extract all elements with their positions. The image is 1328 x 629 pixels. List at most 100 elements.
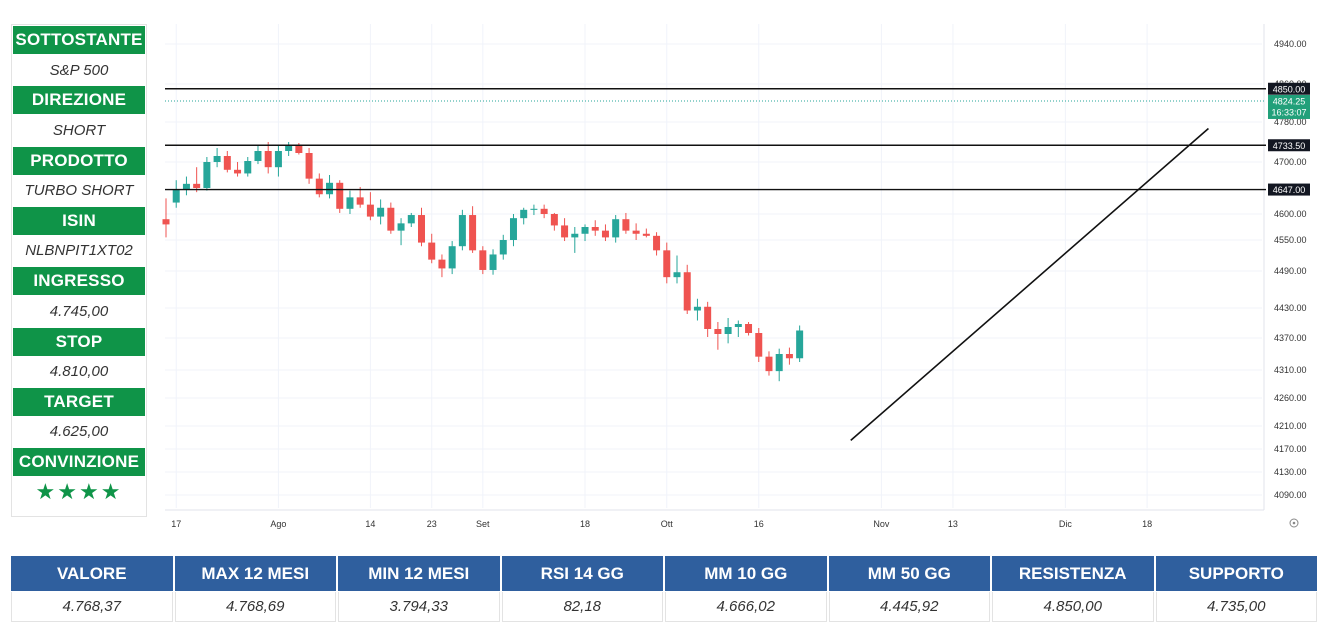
level-label: 4733.50: [1273, 141, 1306, 151]
candle-body: [653, 235, 661, 251]
candle: [601, 224, 609, 242]
x-tick-label: Nov: [873, 519, 890, 529]
stat-header: SUPPORTO: [1155, 556, 1317, 591]
candle-body: [356, 197, 364, 205]
candle-body: [428, 242, 436, 260]
y-tick-label: 4430.00: [1274, 303, 1307, 313]
candle: [673, 255, 681, 284]
candle-body: [745, 324, 753, 333]
candle-body: [203, 162, 211, 188]
candle-body: [234, 169, 242, 174]
stat-value: 4.768,69: [174, 592, 336, 622]
x-tick-label: 18: [580, 519, 590, 529]
candle-body: [254, 151, 262, 161]
candle: [213, 148, 221, 168]
level-label: 4850.00: [1273, 84, 1306, 94]
candle: [182, 176, 190, 196]
stat-column: MM 10 GG 4.666,02: [665, 556, 827, 623]
panel-label-ingresso: INGRESSO: [13, 267, 145, 296]
candle: [755, 328, 763, 362]
candle: [520, 207, 528, 225]
candle-body: [775, 354, 783, 372]
y-tick-label: 4090.00: [1274, 490, 1307, 500]
x-tick-label: Set: [476, 519, 490, 529]
panel-value-target: 4.625,00: [49, 423, 109, 441]
candle-body: [172, 189, 180, 203]
level-label-box: [1268, 183, 1310, 196]
candle-body: [520, 209, 528, 219]
stat-header: VALORE: [11, 556, 173, 591]
candle-body: [755, 333, 763, 357]
y-tick-label: 4370.00: [1274, 333, 1307, 343]
candle-body: [581, 227, 589, 234]
candle: [336, 180, 344, 213]
candle-body: [642, 233, 650, 236]
candle: [632, 223, 640, 240]
candle-body: [213, 156, 221, 162]
stat-value: 4.735,00: [1155, 592, 1317, 622]
candle-body: [448, 246, 456, 269]
panel-value-ingresso: 4.745,00: [49, 302, 109, 320]
x-tick-label: 16: [754, 519, 764, 529]
candles: [162, 142, 804, 382]
candle-body: [366, 204, 374, 217]
stat-value: 4.850,00: [992, 592, 1154, 622]
stat-value: 3.794,33: [338, 592, 500, 622]
candle: [418, 207, 425, 247]
gear-ring: [1289, 518, 1299, 528]
candle: [571, 227, 579, 253]
trendline: [850, 127, 1209, 441]
candle: [765, 351, 773, 376]
x-tick-label: 13: [948, 519, 958, 529]
candle: [274, 144, 282, 177]
candle-body: [632, 230, 640, 234]
x-tick-label: Dic: [1059, 519, 1072, 529]
stat-value: 4.768,37: [11, 592, 173, 622]
x-tick-label: 17: [171, 519, 181, 529]
candle-body: [336, 182, 344, 209]
candle: [540, 204, 548, 219]
rating-stars: ★★★★: [35, 479, 123, 505]
candle-body: [734, 324, 742, 327]
candle: [469, 206, 477, 253]
y-tick-label: 4600.00: [1274, 209, 1307, 219]
candle: [775, 348, 783, 382]
candle-body: [591, 227, 599, 231]
stat-header: MM 10 GG: [665, 556, 827, 591]
candle: [377, 199, 385, 225]
stat-header: MM 50 GG: [828, 556, 990, 591]
candle-body: [489, 254, 497, 270]
last-price-box: [1268, 94, 1310, 119]
candle-body: [377, 207, 385, 217]
candlestick-chart: 4940.004860.004780.004700.004600.004550.…: [162, 24, 1310, 529]
panel-label-target: TARGET: [13, 387, 145, 416]
stats-table: VALORE 4.768,37 MAX 12 MESI 4.768,69 MIN 12 …: [11, 556, 1317, 623]
candle: [714, 322, 722, 350]
x-tick-label: Ott: [661, 519, 674, 529]
stat-value: 4.445,92: [828, 592, 990, 622]
candle-body: [244, 161, 252, 174]
candle: [704, 301, 712, 337]
candle: [193, 167, 201, 193]
candle: [172, 180, 180, 208]
candle-body: [571, 233, 579, 238]
candle: [663, 242, 671, 284]
panel-label-convinzione: CONVINZIONE: [13, 448, 145, 477]
candle-body: [683, 272, 691, 311]
candle: [489, 249, 497, 275]
candle: [305, 148, 313, 184]
x-tick-label: 18: [1142, 519, 1152, 529]
candle-body: [418, 215, 425, 243]
candle: [479, 246, 487, 275]
candle-body: [315, 178, 323, 195]
last-price-time: 16:33:07: [1271, 107, 1306, 117]
candle-body: [458, 215, 466, 247]
panel-value-stop: 4.810,00: [49, 363, 109, 380]
panel-label-stop: STOP: [13, 327, 145, 356]
candle-body: [346, 197, 354, 209]
stat-column: RSI 14 GG 82,18: [501, 556, 663, 623]
candle-body: [724, 327, 732, 334]
candle: [724, 318, 732, 344]
stat-value: 82,18: [501, 592, 663, 622]
x-tick-label: 14: [365, 519, 375, 529]
